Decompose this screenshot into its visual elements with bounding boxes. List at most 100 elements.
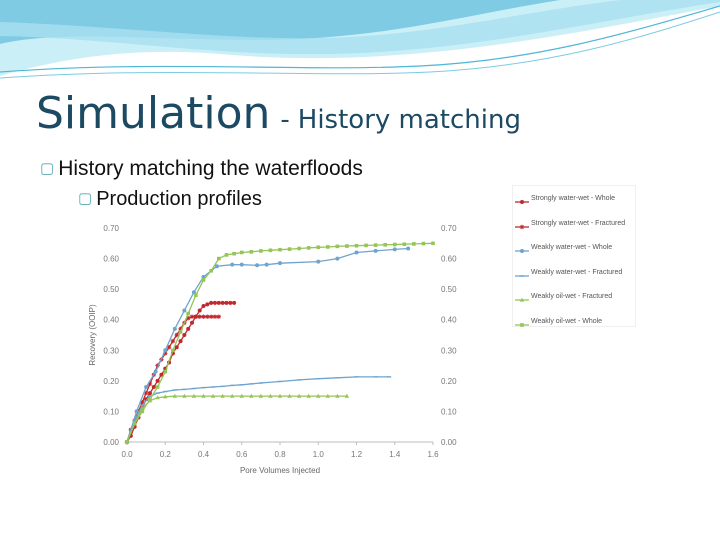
data-point [217, 256, 221, 261]
data-point [174, 332, 179, 338]
y-tick-label: 0.50 [103, 285, 119, 294]
recovery-chart: 0.00 0.10 0.20 0.30 0.40 0.50 0.60 0.70 0.00 0.10… [80, 218, 472, 478]
data-point [239, 262, 244, 267]
data-point [249, 393, 254, 398]
data-point [230, 262, 235, 267]
data-point [194, 293, 198, 298]
x-tick-label: 0.6 [236, 450, 248, 459]
legend-label: Weakly oil-wet - Fractured [531, 293, 613, 300]
data-point [205, 314, 210, 319]
right-y-tick-label: 0.00 [441, 438, 457, 447]
data-point [431, 241, 435, 246]
chart-legend: Strongly water-wet - Whole Strongly water… [512, 185, 636, 327]
slide-title-separator: - [280, 105, 290, 135]
data-point [392, 247, 397, 252]
data-point [201, 314, 206, 319]
data-point [182, 333, 187, 337]
data-point [214, 264, 219, 269]
data-point [155, 385, 160, 389]
data-point [232, 300, 237, 305]
data-point [209, 300, 214, 305]
data-point [186, 326, 191, 331]
data-point [316, 245, 321, 250]
data-point [140, 400, 145, 405]
data-point [201, 278, 206, 282]
legend-item: Weakly oil-wet - Whole [515, 318, 635, 332]
y-tick-label: 0.70 [103, 224, 119, 233]
x-tick-label: 0.4 [198, 450, 210, 459]
data-point [383, 243, 387, 247]
data-point [316, 259, 321, 264]
data-point [163, 369, 168, 374]
data-point [147, 381, 153, 387]
data-point [520, 322, 524, 327]
data-point [140, 409, 145, 414]
data-point [229, 393, 235, 398]
data-point [147, 391, 152, 396]
data-point [186, 311, 190, 316]
right-y-tick-label: 0.60 [441, 255, 457, 264]
right-y-tick-label: 0.40 [441, 316, 457, 325]
y-tick-label: 0.60 [103, 255, 119, 264]
data-point [134, 409, 139, 414]
data-point [191, 393, 197, 398]
series-weakly-water-wet-fractured [124, 376, 392, 443]
header-wave-line-2 [0, 11, 720, 79]
data-point [287, 393, 292, 398]
data-point [306, 393, 311, 398]
data-point [232, 251, 236, 256]
right-y-tick-label: 0.20 [441, 377, 457, 386]
series-weakly-oil-wet-whole [125, 241, 435, 444]
data-point [178, 330, 183, 334]
data-point [259, 249, 263, 253]
data-point [132, 421, 137, 426]
data-point [326, 245, 330, 249]
data-point [287, 247, 292, 251]
data-point [335, 256, 340, 261]
data-point [258, 393, 264, 398]
legend-swatch-icon [515, 200, 529, 204]
header-wave-stripe [0, 0, 720, 55]
data-point [264, 262, 269, 267]
data-point [125, 440, 129, 444]
data-point [354, 250, 359, 255]
data-point [520, 249, 524, 253]
x-tick-label: 0.0 [121, 450, 133, 459]
data-point [210, 393, 216, 398]
x-axis-label: Pore Volumes Injected [240, 466, 320, 475]
data-point [163, 394, 168, 399]
data-point [278, 247, 282, 252]
data-point [519, 297, 525, 302]
data-point [239, 393, 244, 398]
x-tick-label: 1.6 [427, 450, 439, 459]
y-tick-label: 0.10 [103, 407, 119, 416]
legend-item: Strongly water-wet - Fractured [515, 220, 635, 234]
legend-item: Weakly oil-wet - Fractured [515, 293, 635, 307]
legend-swatch-icon [515, 249, 529, 253]
sub-bullet-item: ▢ Production profiles [78, 188, 262, 211]
data-point [178, 339, 183, 344]
data-point [296, 393, 302, 398]
series-weakly-water-wet-whole [125, 246, 411, 444]
data-point [345, 244, 349, 248]
bullet-item: ▢ History matching the waterfloods [40, 157, 363, 181]
data-point [249, 250, 254, 254]
data-point [316, 393, 321, 398]
data-point [205, 302, 210, 307]
data-point [153, 369, 158, 374]
data-point [402, 242, 407, 247]
legend-label: Strongly water-wet - Fractured [531, 219, 626, 227]
legend-swatch-icon [515, 274, 529, 277]
data-point [171, 348, 175, 353]
data-point [197, 308, 202, 313]
data-point [277, 393, 283, 398]
data-point [166, 345, 172, 350]
data-point [178, 326, 183, 332]
legend-label: Weakly water-wet - Whole [531, 244, 613, 251]
x-tick-label: 0.8 [274, 450, 286, 459]
data-point [228, 300, 233, 305]
data-point [392, 242, 397, 247]
data-point [406, 246, 411, 251]
right-y-tick-label: 0.70 [441, 224, 457, 233]
right-y-tick-label: 0.50 [441, 285, 457, 294]
